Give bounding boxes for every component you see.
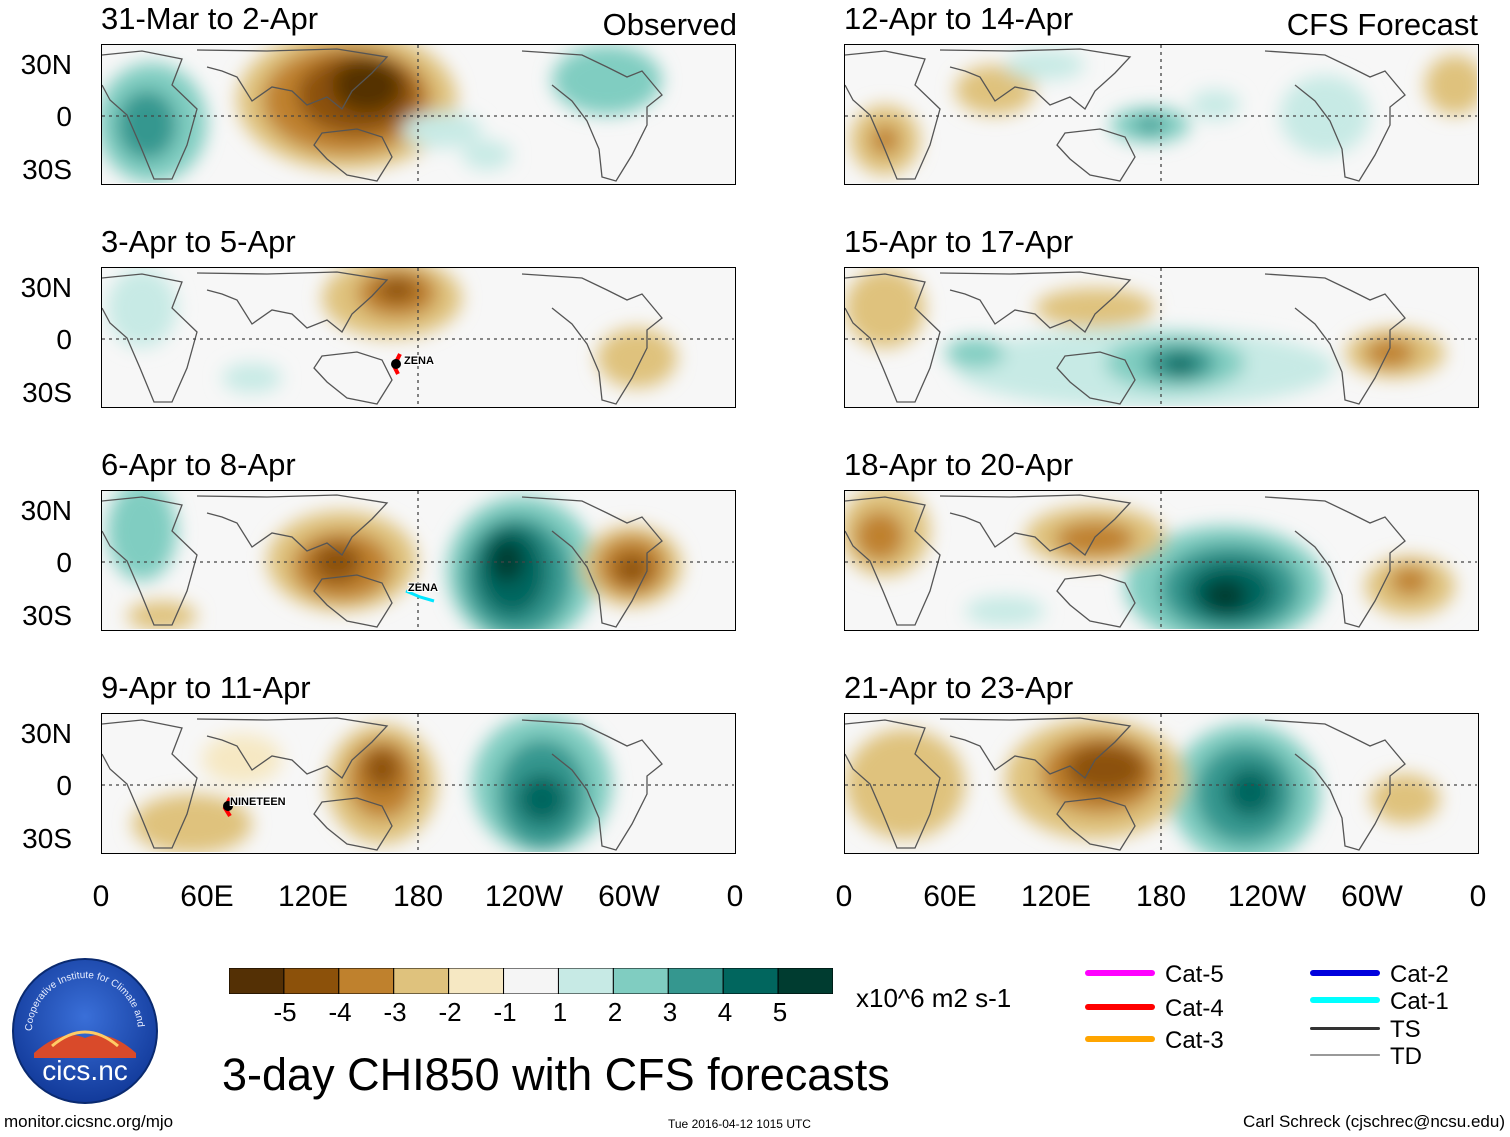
storm-label: ZENA	[408, 582, 438, 594]
lat-label-eq: 0	[56, 547, 72, 578]
storm-legend-label: Cat-4	[1165, 995, 1224, 1022]
lat-label-30s: 30S	[22, 377, 72, 408]
storm-label: NINETEEN	[230, 796, 286, 808]
storm-legend-line	[1310, 997, 1380, 1003]
colorbar-tick-label: 4	[717, 997, 733, 1027]
lat-label-30n: 30N	[20, 272, 72, 303]
lon-label: 180	[392, 880, 444, 913]
colorbar-swatch	[612, 967, 669, 995]
colorbar-swatch	[338, 967, 395, 995]
storm-legend-label: TS	[1390, 1016, 1421, 1043]
colorbar-units: x10^6 m2 s-1	[856, 983, 1012, 1013]
map-panel-forecast-3	[844, 490, 1479, 631]
lat-label-eq: 0	[56, 101, 72, 132]
map-panel-forecast-1	[844, 44, 1479, 185]
lon-label: 60E	[180, 880, 234, 913]
footer-url: monitor.cicsnc.org/mjo	[4, 1112, 174, 1131]
colorbar-tick-label: -4	[328, 997, 352, 1027]
colorbar-swatch	[503, 967, 559, 995]
panel-title: 15-Apr to 17-Apr	[844, 224, 1074, 259]
lat-label-30s: 30S	[22, 600, 72, 631]
forecast-label: CFS Forecast	[1286, 7, 1478, 42]
storm-legend-line	[1310, 1026, 1380, 1030]
colorbar-tick-label: -1	[493, 997, 517, 1027]
lat-label-30n: 30N	[20, 495, 72, 526]
observed-label: Observed	[602, 7, 737, 42]
lon-label: 0	[92, 880, 110, 913]
lon-label: 60E	[923, 880, 977, 913]
panel-title: 6-Apr to 8-Apr	[101, 447, 296, 482]
lon-label: 120W	[1227, 880, 1307, 913]
map-panel-observed-4: NINETEEN	[101, 713, 736, 854]
panel-title: 3-Apr to 5-Apr	[101, 224, 296, 259]
lon-label: 0	[1469, 880, 1487, 913]
panel-title: 9-Apr to 11-Apr	[101, 670, 311, 705]
storm-legend-label: Cat-2	[1390, 961, 1449, 988]
colorbar-tick-label: 5	[772, 997, 788, 1027]
lat-label-30n: 30N	[20, 718, 72, 749]
storm-label: ZENA	[404, 355, 434, 367]
lat-label-eq: 0	[56, 770, 72, 801]
colorbar-tick-label: -2	[438, 997, 462, 1027]
cicsnc-logo: Cooperative Institute for Climate and Sa…	[9, 950, 158, 1104]
colorbar-swatch	[393, 967, 450, 995]
panel-title: 31-Mar to 2-Apr	[101, 1, 319, 36]
storm-legend-label: Cat-1	[1390, 988, 1449, 1015]
colorbar-tick-label: -5	[273, 997, 297, 1027]
map-panel-observed-3: ZENA	[101, 490, 736, 631]
logo-text: cics.nc	[42, 1055, 128, 1086]
map-panel-forecast-4	[844, 713, 1479, 854]
colorbar-swatch	[667, 967, 724, 995]
colorbar-tick-label: 1	[552, 997, 568, 1027]
lat-label-eq: 0	[56, 324, 72, 355]
footer-author: Carl Schreck (cjschrec@ncsu.edu)	[1243, 1112, 1505, 1131]
lon-label: 60W	[1341, 880, 1403, 913]
storm-legend-label: TD	[1390, 1043, 1422, 1070]
map-panel-forecast-2	[844, 267, 1479, 408]
storm-legend-line	[1310, 970, 1380, 976]
main-title: 3-day CHI850 with CFS forecasts	[222, 1049, 890, 1100]
colorbar-swatch	[448, 967, 505, 995]
lon-label: 180	[1135, 880, 1187, 913]
storm-legend-line	[1085, 970, 1155, 976]
lon-label: 120E	[1020, 880, 1092, 913]
colorbar-tick-label: -3	[383, 997, 407, 1027]
footer-timestamp: Tue 2016-04-12 1015 UTC	[668, 1117, 811, 1131]
panel-title: 21-Apr to 23-Apr	[844, 670, 1074, 705]
lon-label: 120E	[277, 880, 349, 913]
lon-label: 60W	[598, 880, 660, 913]
lat-label-30s: 30S	[22, 823, 72, 854]
colorbar-swatch	[283, 967, 340, 995]
storm-legend-label: Cat-3	[1165, 1027, 1224, 1054]
colorbar-swatch	[557, 967, 614, 995]
lat-label-30n: 30N	[20, 49, 72, 80]
map-panel-observed-1	[101, 44, 736, 185]
colorbar-swatch	[228, 967, 285, 995]
panel-title: 18-Apr to 20-Apr	[844, 447, 1074, 482]
map-panel-observed-2: ZENA	[101, 267, 736, 408]
panel-title: 12-Apr to 14-Apr	[844, 1, 1074, 36]
colorbar	[228, 967, 834, 995]
storm-legend-line	[1310, 1054, 1380, 1056]
lon-label: 0	[835, 880, 853, 913]
storm-legend-line	[1085, 1036, 1155, 1042]
storm-legend-line	[1085, 1004, 1155, 1010]
colorbar-swatch	[777, 967, 834, 995]
lon-label: 0	[726, 880, 744, 913]
lon-label: 120W	[484, 880, 564, 913]
colorbar-tick-label: 2	[607, 997, 623, 1027]
storm-legend-label: Cat-5	[1165, 961, 1224, 988]
colorbar-swatch	[722, 967, 779, 995]
lat-label-30s: 30S	[22, 154, 72, 185]
colorbar-tick-label: 3	[662, 997, 678, 1027]
